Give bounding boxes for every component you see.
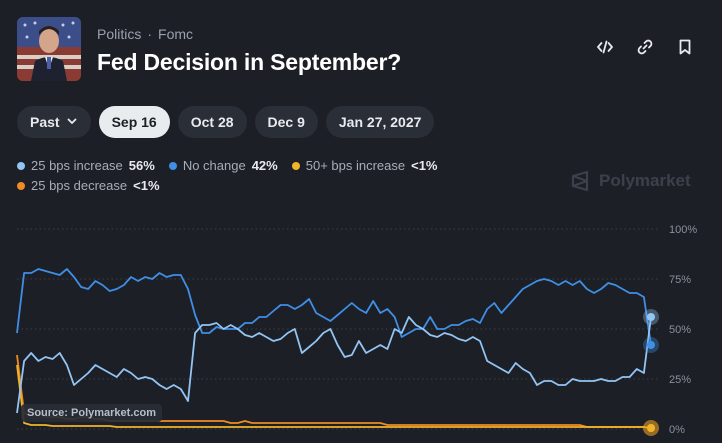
- breadcrumb-politics[interactable]: Politics: [97, 26, 142, 42]
- legend-value: 42%: [251, 158, 278, 173]
- code-icon[interactable]: [596, 38, 614, 56]
- bookmark-icon[interactable]: [676, 38, 694, 56]
- chart-legend: 25 bps increase 56% No change 42% 50+ bp…: [17, 156, 577, 196]
- legend-item: 25 bps increase 56%: [17, 156, 155, 176]
- source-label: Source: Polymarket.com: [21, 404, 162, 422]
- chevron-down-icon: [66, 114, 78, 130]
- legend-label: 25 bps increase: [31, 158, 123, 173]
- polymarket-watermark: Polymarket: [570, 170, 691, 192]
- market-thumbnail: [17, 17, 81, 81]
- breadcrumb-fomc[interactable]: Fomc: [158, 26, 194, 42]
- legend-label: 50+ bps increase: [305, 158, 406, 173]
- series-line: [16, 268, 652, 346]
- legend-dot: [17, 182, 25, 190]
- legend-label: No change: [182, 158, 246, 173]
- legend-item: No change 42%: [168, 156, 278, 176]
- breadcrumb-separator: ·: [147, 26, 153, 42]
- chip-oct-28[interactable]: Oct 28: [177, 106, 247, 138]
- chip-dec-9[interactable]: Dec 9: [254, 106, 318, 138]
- series-line: [16, 316, 652, 414]
- page-title: Fed Decision in September?: [97, 49, 402, 75]
- endpoint-marker: [647, 341, 655, 349]
- legend-dot: [17, 162, 25, 170]
- y-tick-label: 50%: [669, 324, 691, 336]
- chip-past-label: Past: [30, 114, 60, 130]
- chip-sep-16[interactable]: Sep 16: [98, 106, 170, 138]
- y-tick-label: 0%: [669, 424, 685, 436]
- header-actions: [596, 38, 694, 56]
- y-tick-label: 100%: [669, 224, 697, 236]
- chip-jan-27-2027[interactable]: Jan 27, 2027: [325, 106, 435, 138]
- endpoint-marker: [647, 313, 655, 321]
- date-filter-chips: Past Sep 16 Oct 28 Dec 9 Jan 27, 2027: [17, 106, 435, 138]
- endpoint-marker: [647, 424, 655, 432]
- legend-value: 56%: [128, 158, 155, 173]
- brand-label: Polymarket: [599, 171, 691, 190]
- y-tick-label: 75%: [669, 274, 691, 286]
- legend-dot: [168, 162, 177, 170]
- legend-dot: [291, 162, 300, 170]
- chip-past[interactable]: Past: [17, 106, 91, 138]
- legend-value: <1%: [133, 178, 160, 193]
- breadcrumb: Politics · Fomc: [97, 26, 193, 42]
- legend-item: 50+ bps increase <1%: [291, 156, 438, 176]
- y-tick-label: 25%: [669, 374, 691, 386]
- link-icon[interactable]: [636, 38, 654, 56]
- legend-item: 25 bps decrease <1%: [17, 176, 160, 196]
- legend-label: 25 bps decrease: [31, 178, 128, 193]
- probability-chart[interactable]: 100% 75% 50% 25% 0%: [0, 215, 722, 443]
- polymarket-logo-icon: [571, 170, 589, 192]
- series-line: [16, 364, 652, 429]
- legend-value: <1%: [411, 158, 438, 173]
